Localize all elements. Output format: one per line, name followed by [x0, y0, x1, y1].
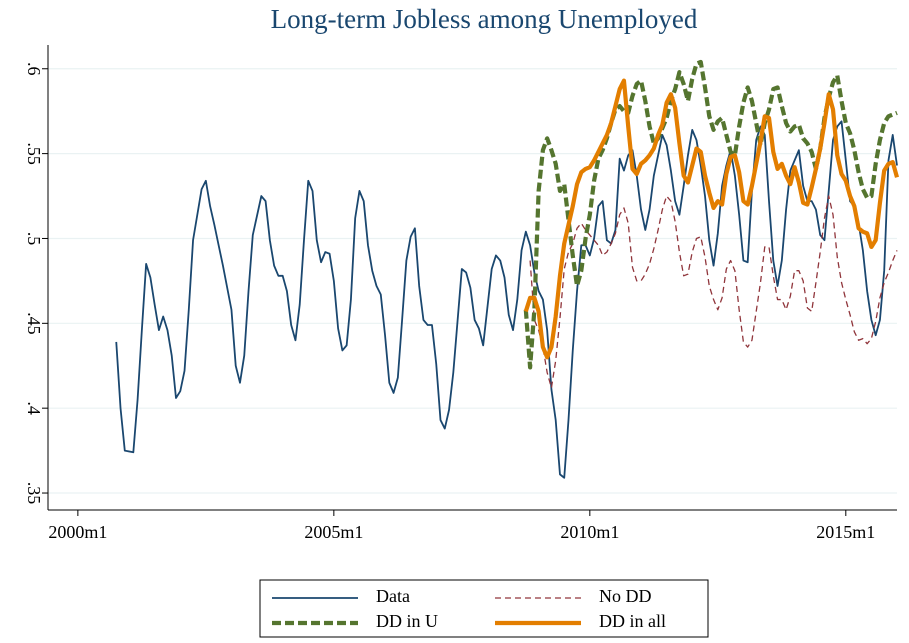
- y-tick-label: .55: [24, 142, 44, 165]
- series-line: [115, 120, 898, 479]
- series-line: [529, 195, 898, 389]
- series-line: [523, 59, 898, 370]
- y-tick-label: .5: [24, 232, 44, 246]
- y-tick-label: .4: [24, 401, 44, 415]
- legend-label: No DD: [599, 586, 652, 606]
- x-tick-label: 2010m1: [560, 522, 619, 542]
- legend-box: [259, 579, 709, 638]
- x-tick-label: 2005m1: [304, 522, 363, 542]
- legend-label: DD in U: [376, 611, 438, 631]
- y-tick-label: .35: [24, 482, 44, 505]
- chart-title: Long-term Jobless among Unemployed: [271, 4, 698, 34]
- legend-label: Data: [376, 586, 410, 606]
- x-tick-label: 2015m1: [816, 522, 875, 542]
- y-tick-label: .6: [24, 62, 44, 76]
- y-tick-label: .45: [24, 312, 44, 335]
- x-tick-label: 2000m1: [48, 522, 107, 542]
- legend-label: DD in all: [599, 611, 666, 631]
- series-line: [523, 78, 900, 360]
